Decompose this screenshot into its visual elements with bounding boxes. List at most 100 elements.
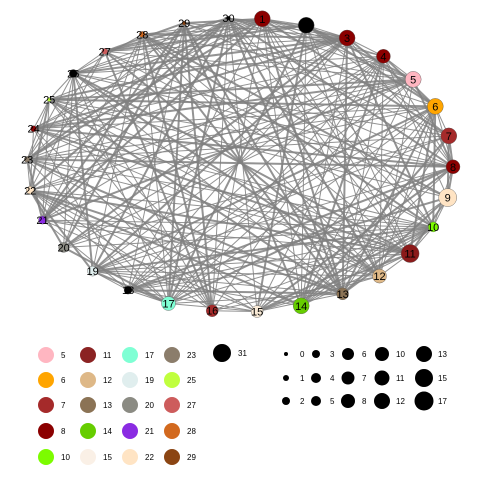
node-label-25: 25 [43, 95, 55, 107]
edge-6-23 [27, 105, 436, 160]
edge-20-22 [29, 189, 65, 248]
node-26 [69, 69, 78, 78]
node-30 [226, 16, 231, 21]
edge-16-27 [103, 51, 214, 312]
edge-8-28 [142, 33, 454, 168]
edge-19-30 [91, 17, 230, 272]
edge-3-30 [228, 17, 348, 39]
color-legend-swatch-25 [164, 372, 180, 388]
color-legend-label-17: 17 [145, 351, 154, 360]
node-label-3: 3 [344, 33, 350, 45]
edge-13-22 [29, 189, 343, 295]
node-label-8: 8 [450, 162, 456, 174]
color-legend-swatch-5 [38, 347, 54, 363]
edge-27-29 [104, 22, 185, 53]
edge-8-17 [168, 165, 454, 305]
edge-20-28 [63, 34, 143, 248]
edge-17-23 [26, 159, 169, 304]
edge-2-15 [256, 25, 308, 312]
color-legend-label-7: 7 [61, 401, 66, 410]
node-label-5: 5 [410, 74, 416, 86]
color-legend-swatch-29 [164, 449, 180, 465]
size-legend-dot-0 [284, 352, 288, 356]
color-legend-swatch-27 [164, 397, 180, 413]
edge-4-13 [342, 56, 384, 294]
node-label-13: 13 [336, 289, 348, 301]
edge-11-19 [92, 253, 411, 272]
size-legend-dot-5 [311, 396, 321, 406]
edge-7-20 [63, 135, 449, 248]
edge-14-23 [26, 158, 302, 307]
color-legend-label-15: 15 [103, 453, 112, 462]
node-21 [38, 215, 47, 225]
node-1 [254, 10, 271, 27]
node-label-12: 12 [373, 271, 385, 283]
node-label-29: 29 [178, 18, 190, 30]
color-legend-label-21: 21 [145, 427, 154, 436]
node-17 [161, 296, 176, 311]
color-legend-swatch-20 [122, 397, 138, 413]
edge-15-25 [48, 99, 258, 312]
edge-22-24 [29, 128, 35, 191]
edge-21-28 [42, 34, 143, 221]
edge-27-30 [104, 17, 229, 53]
edge-21-23 [26, 159, 44, 221]
color-legend-label-8: 8 [61, 427, 66, 436]
edge-11-21 [42, 219, 411, 254]
edge-2-11 [305, 25, 411, 254]
edge-26-30 [73, 17, 229, 74]
size-legend-dot-7 [341, 371, 355, 385]
edge-6-19 [92, 105, 436, 273]
node-19 [87, 265, 98, 277]
color-legend-label-5: 5 [61, 351, 66, 360]
color-legend-swatch-6 [38, 372, 54, 388]
color-legend-swatch-22 [122, 449, 138, 465]
size-legend-dot-3 [312, 350, 320, 358]
node-label-19: 19 [86, 266, 98, 278]
edge-8-25 [49, 99, 454, 168]
edge-11-24 [33, 127, 411, 255]
edge-7-29 [184, 22, 449, 137]
color-legend-swatch-31 [213, 344, 231, 362]
edge-10-30 [228, 17, 434, 228]
size-legend-dot-12 [374, 393, 390, 409]
size-legend-dot-10 [375, 347, 389, 361]
edge-23-27 [26, 51, 106, 160]
color-legend-label-11: 11 [103, 351, 112, 360]
size-legend-label-11: 11 [396, 374, 405, 383]
color-legend-swatch-8 [38, 423, 54, 439]
node-label-14: 14 [295, 301, 307, 313]
size-legend-label-7: 7 [362, 374, 367, 383]
node-layer: 1234567891011121314151617181920212223242… [21, 10, 461, 319]
color-legend-label-28: 28 [187, 427, 196, 436]
edge-11-30 [228, 17, 411, 254]
edge-15-22 [29, 189, 258, 312]
edge-11-14 [300, 253, 411, 307]
node-label-18: 18 [122, 285, 134, 297]
size-legend-dot-15 [415, 369, 433, 387]
edge-26-27 [73, 50, 106, 74]
node-28 [139, 31, 146, 38]
size-legend-dot-8 [341, 394, 355, 408]
color-legend-label-31: 31 [238, 349, 247, 358]
color-legend-swatch-10 [38, 449, 54, 465]
edge-4-8 [382, 56, 454, 168]
edge-10-19 [92, 225, 434, 273]
node-13 [336, 287, 349, 300]
edge-21-26 [42, 73, 74, 221]
edge-19-22 [29, 189, 94, 272]
edge-1-21 [41, 18, 263, 221]
edge-4-24 [33, 55, 384, 130]
edge-10-20 [63, 226, 434, 248]
edge-6-29 [184, 22, 436, 107]
size-legend-label-0: 0 [300, 350, 305, 359]
size-legend-dot-17 [414, 391, 434, 411]
node-label-9: 9 [445, 193, 451, 205]
color-legend-label-13: 13 [103, 401, 112, 410]
node-5 [405, 71, 422, 88]
edge-16-25 [48, 99, 213, 312]
size-legend-label-5: 5 [330, 397, 335, 406]
color-legend-label-14: 14 [103, 427, 112, 436]
